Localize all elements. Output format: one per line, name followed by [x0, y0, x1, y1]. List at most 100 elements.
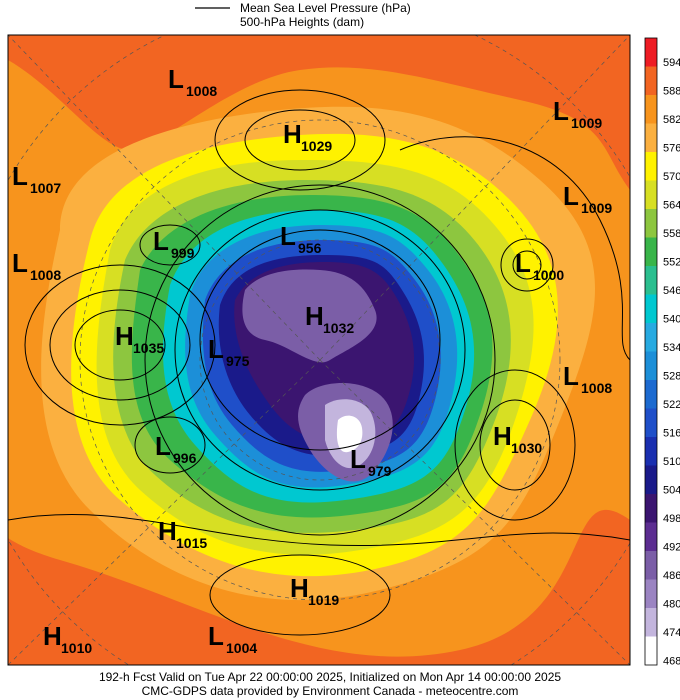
center-value: 1009: [581, 200, 612, 216]
colorbar-swatch: [645, 608, 657, 637]
colorbar-label: 552: [663, 256, 680, 268]
isobar: [134, 416, 206, 474]
center-letter: H: [305, 301, 324, 331]
colorbar-swatch: [645, 579, 657, 609]
center-letter: H: [290, 573, 309, 603]
isobar: [8, 513, 630, 547]
center-letter: L: [515, 248, 531, 278]
graticule: [319, 35, 630, 361]
center-letter: H: [158, 516, 177, 546]
center-letter: L: [563, 181, 579, 211]
colorbar-swatch: [645, 351, 657, 381]
colorbar-swatch: [645, 266, 657, 295]
center-value: 1008: [30, 267, 61, 283]
center-letter: L: [153, 226, 169, 256]
center-value: 956: [298, 240, 322, 256]
colorbar-swatch: [645, 636, 657, 666]
height-band: [336, 415, 363, 453]
center-value: 1010: [61, 640, 92, 656]
height-band: [242, 269, 377, 363]
colorbar-swatch: [645, 551, 657, 580]
footer-text: 192-h Fcst Valid on Tue Apr 22 00:00:00 …: [99, 670, 561, 684]
colorbar-swatch: [645, 494, 657, 523]
colorbar-label: 492: [663, 541, 680, 553]
center-value: 999: [171, 245, 195, 261]
colorbar-label: 534: [663, 342, 680, 354]
isobar: [479, 399, 551, 491]
colorbar-label: 582: [663, 114, 680, 126]
colorbar-label: 468: [663, 655, 680, 667]
center-value: 1032: [323, 320, 354, 336]
height-fields: [8, 35, 630, 665]
isobar: [139, 224, 201, 266]
colorbar-swatch: [645, 380, 657, 409]
center-letter: L: [168, 64, 184, 94]
colorbar-swatch: [645, 123, 657, 153]
colorbar-swatch: [645, 152, 657, 181]
center-value: 1019: [308, 592, 339, 608]
colorbar-label: 594: [663, 57, 680, 69]
graticule: [8, 359, 321, 665]
isobar: [49, 289, 191, 401]
colorbar-swatch: [645, 408, 657, 438]
colorbar-label: 576: [663, 142, 680, 154]
colorbar-label: 486: [663, 570, 680, 582]
center-value: 975: [226, 353, 250, 369]
colorbar-label: 540: [663, 313, 680, 325]
colorbar-swatch: [645, 38, 657, 67]
colorbar-label: 510: [663, 456, 680, 468]
colorbar-swatch: [645, 522, 657, 552]
isobar: [199, 229, 441, 451]
center-letter: L: [12, 161, 28, 191]
colorbar-swatch: [645, 209, 657, 238]
center-letter: L: [350, 444, 366, 474]
colorbar-label: 474: [663, 627, 680, 639]
center-value: 1008: [186, 83, 217, 99]
colorbar-swatch: [645, 180, 657, 210]
center-value: 1000: [533, 267, 564, 283]
isobar: [500, 238, 554, 292]
center-value: 1009: [571, 115, 602, 131]
isobar: [144, 184, 496, 536]
center-letter: L: [155, 431, 171, 461]
isobar: [74, 309, 166, 381]
colorbar-swatch: [645, 237, 657, 267]
graticule: [319, 359, 630, 665]
center-letter: L: [12, 248, 28, 278]
colorbar-label: 564: [663, 199, 680, 211]
isobar: [214, 89, 386, 191]
colorbar-swatch: [645, 465, 657, 495]
graticule: [79, 119, 561, 601]
colorbar-swatch: [645, 323, 657, 352]
colorbar: 594 588 582 576 570 564 558 552 546 540 534 528 522 5…: [644, 37, 680, 667]
colorbar-label: 570: [663, 171, 680, 183]
isobar: [244, 109, 356, 171]
colorbar-label: 588: [663, 85, 680, 97]
center-value: 1030: [511, 440, 542, 456]
center-letter: L: [280, 221, 296, 251]
center-value: 979: [368, 463, 392, 479]
graticule: [8, 35, 321, 361]
center-value: 996: [173, 450, 197, 466]
colorbar-label: 504: [663, 484, 680, 496]
center-letter: L: [208, 334, 224, 364]
isobar: [174, 209, 466, 491]
colorbar-label: 498: [663, 513, 680, 525]
colorbar-label: 528: [663, 370, 680, 382]
colorbar-swatch: [645, 437, 657, 466]
colorbar-label: 480: [663, 598, 680, 610]
colorbar-label: 516: [663, 427, 680, 439]
center-letter: L: [553, 96, 569, 126]
center-letter: L: [208, 621, 224, 651]
legend-label: 500-hPa Heights (dam): [240, 15, 364, 29]
colorbar-label: 546: [663, 285, 680, 297]
center-letter: H: [493, 421, 512, 451]
isobar: [24, 264, 216, 426]
center-value: 1015: [176, 535, 207, 551]
colorbar-frame: [644, 37, 658, 666]
center-letter: H: [43, 621, 62, 651]
isobar: [454, 369, 576, 521]
